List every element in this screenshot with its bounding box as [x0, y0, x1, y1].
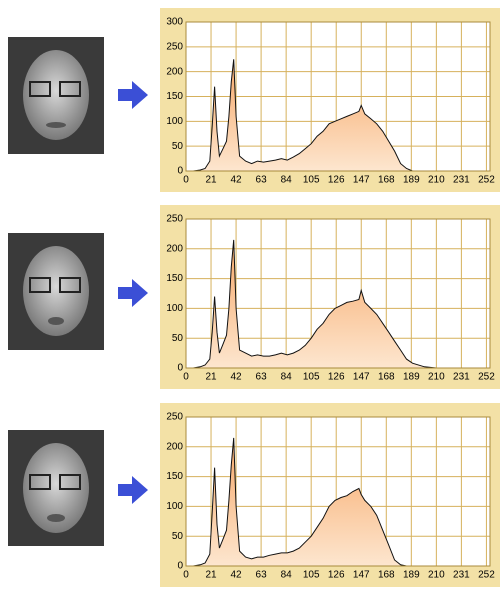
x-tick-label: 0: [183, 570, 189, 581]
y-tick-label: 150: [166, 471, 183, 482]
y-tick-label: 200: [166, 441, 183, 452]
y-tick-label: 100: [166, 303, 183, 314]
area-line: [186, 59, 487, 172]
y-tick-label: 50: [172, 141, 184, 152]
x-tick-label: 63: [256, 175, 268, 186]
plot-border: [185, 416, 491, 567]
x-tick-label: 84: [281, 372, 293, 383]
y-tick-label: 100: [166, 116, 183, 127]
arrow: [118, 476, 148, 504]
x-tick-label: 189: [403, 570, 420, 581]
x-tick-label: 168: [378, 570, 395, 581]
y-tick-label: 150: [166, 273, 183, 284]
y-tick-label: 300: [166, 17, 183, 28]
x-tick-label: 147: [353, 570, 370, 581]
x-tick-label: 42: [231, 372, 243, 383]
x-tick-label: 84: [281, 570, 293, 581]
area-line: [186, 239, 487, 369]
x-tick-label: 189: [403, 175, 420, 186]
x-tick-label: 105: [303, 372, 320, 383]
x-tick-label: 231: [453, 175, 470, 186]
x-tick-label: 21: [205, 372, 217, 383]
plot-border: [185, 218, 491, 369]
x-tick-label: 168: [378, 372, 395, 383]
x-tick-label: 252: [478, 372, 495, 383]
histogram-chart: 0 50 100 150 200 250 0 21 42 63 84 105 126 147 168 189 2…: [160, 403, 500, 587]
x-tick-label: 210: [428, 570, 445, 581]
arrow: [118, 81, 148, 109]
face-image: [8, 430, 104, 546]
y-tick-label: 0: [177, 363, 183, 374]
face-image: [8, 37, 104, 154]
x-tick-label: 63: [256, 372, 268, 383]
area-fill: [186, 239, 487, 368]
y-tick-label: 150: [166, 91, 183, 102]
x-tick-label: 126: [328, 175, 345, 186]
histogram-chart: 0 50 100 150 200 250 0 21 42 63 84 105 126 147 168 189 2…: [160, 205, 500, 389]
x-tick-label: 126: [328, 570, 345, 581]
x-tick-label: 147: [353, 372, 370, 383]
y-tick-label: 200: [166, 243, 183, 254]
x-tick-label: 21: [205, 175, 217, 186]
y-tick-label: 100: [166, 501, 183, 512]
x-tick-label: 252: [478, 175, 495, 186]
y-tick-label: 50: [172, 333, 184, 344]
x-tick-label: 0: [183, 372, 189, 383]
y-tick-label: 0: [177, 561, 183, 572]
x-tick-label: 105: [303, 570, 320, 581]
face-image: [8, 233, 104, 350]
y-tick-label: 250: [166, 412, 183, 423]
x-tick-label: 84: [281, 175, 293, 186]
arrow: [118, 279, 148, 307]
area-line: [186, 437, 487, 567]
x-tick-label: 210: [428, 372, 445, 383]
y-tick-label: 200: [166, 66, 183, 77]
x-tick-label: 252: [478, 570, 495, 581]
x-tick-label: 210: [428, 175, 445, 186]
x-tick-label: 42: [231, 570, 243, 581]
x-tick-label: 126: [328, 372, 345, 383]
area-fill: [186, 437, 487, 566]
x-tick-label: 63: [256, 570, 268, 581]
x-tick-label: 21: [205, 570, 217, 581]
x-tick-label: 105: [303, 175, 320, 186]
y-tick-label: 250: [166, 41, 183, 52]
x-tick-label: 42: [231, 175, 243, 186]
y-tick-label: 250: [166, 214, 183, 225]
x-tick-label: 147: [353, 175, 370, 186]
plot-border: [185, 21, 491, 172]
x-tick-label: 168: [378, 175, 395, 186]
histogram-chart: 0 50 100 150 200 250 300 0 21 42 63 84 105 126 147 168 1…: [160, 8, 500, 192]
x-tick-label: 189: [403, 372, 420, 383]
y-tick-label: 50: [172, 531, 184, 542]
x-tick-label: 231: [453, 372, 470, 383]
x-tick-label: 231: [453, 570, 470, 581]
x-tick-label: 0: [183, 175, 189, 186]
area-fill: [186, 59, 487, 171]
y-tick-label: 0: [177, 166, 183, 177]
